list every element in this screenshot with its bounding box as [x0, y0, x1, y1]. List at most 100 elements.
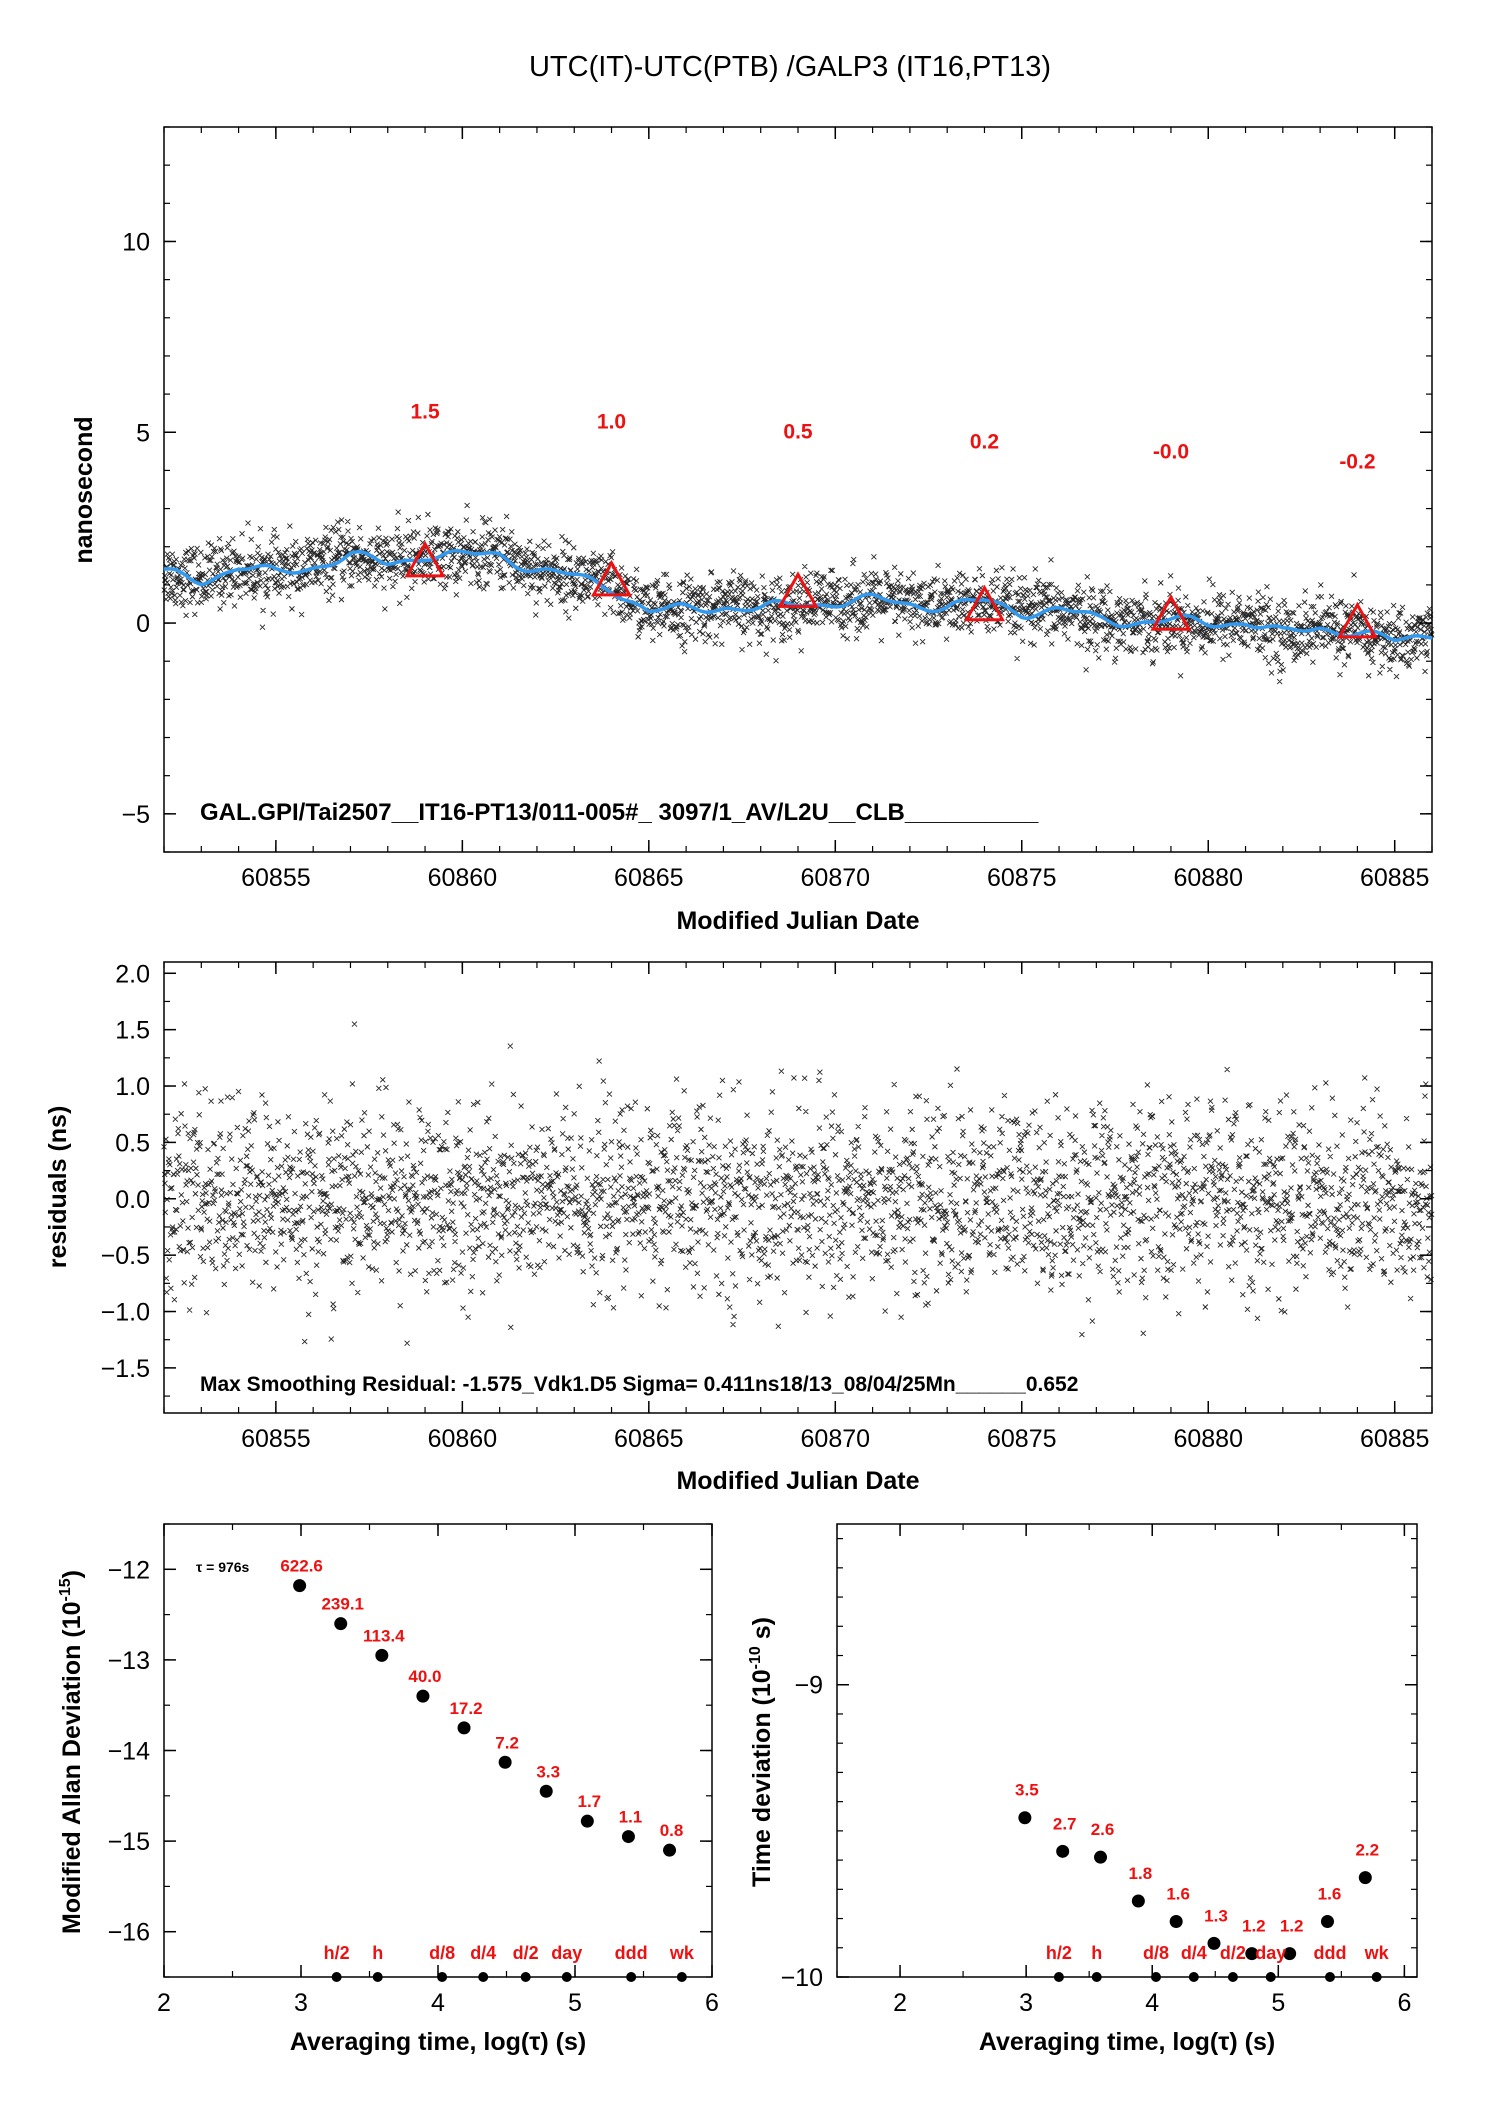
x-tick-label: 60860: [428, 1425, 498, 1453]
stability-point-label: 3.5: [1015, 1781, 1039, 1800]
residuals-plot-frame: [163, 961, 1433, 1414]
interval-marker: [1151, 1972, 1161, 1982]
stability-point-label: 1.2: [1280, 1917, 1304, 1936]
y-tick-label: −13: [108, 1647, 150, 1675]
interval-marker-label: day: [1255, 1943, 1286, 1963]
tdev-plot-frame: [836, 1523, 1418, 1978]
residuals-panel: 60855 60860 60865 60870 60875 60880 60885 −1.5 −…: [44, 960, 1435, 1495]
residuals-y-axis-label: residuals (ns): [44, 1106, 72, 1269]
x-tick-label: 60875: [987, 1425, 1057, 1453]
x-tick-label: 3: [1019, 1989, 1033, 2017]
timeseries-raw-points: [161, 502, 1435, 685]
stability-point-label: 7.2: [495, 1733, 519, 1752]
interval-marker-label: h/2: [324, 1943, 350, 1963]
mdev-y-axis-label-exponent: -15: [57, 1578, 74, 1601]
mdev-plot-frame: [163, 1523, 713, 1978]
stability-point-label: 622.6: [280, 1557, 323, 1576]
stability-point-label: 2.7: [1053, 1814, 1077, 1833]
x-tick-label: 6: [1397, 1989, 1411, 2017]
y-tick-label: −5: [121, 801, 150, 829]
stability-point: [663, 1843, 677, 1857]
mdev-tau-note: τ = 976s: [196, 1559, 250, 1575]
timeseries-marker: [963, 584, 1006, 622]
mdev-ticks: 2 3 4 5 6 −16 −15 −14 −13 −12: [108, 1523, 719, 2017]
tdev-x-axis-label: Averaging time, log(τ) (s): [979, 2028, 1275, 2056]
stability-point: [375, 1648, 389, 1662]
interval-marker: [331, 1972, 342, 1982]
x-tick-label: 4: [1145, 1989, 1159, 2017]
interval-marker: [478, 1972, 489, 1982]
stability-point: [293, 1579, 307, 1593]
timeseries-panel: 1.5 1.0 0.5 0.2 -0.0 -0.2 60855 60860 60865 6087…: [70, 126, 1435, 935]
timeseries-x-axis-label: Modified Julian Date: [676, 907, 919, 935]
stability-point-label: 113.4: [363, 1626, 405, 1645]
y-tick-label: −9: [794, 1672, 823, 1700]
mdev-y-axis-label: Modified Allan Deviation (10-15): [57, 1570, 86, 1934]
residuals-annotation: Max Smoothing Residual: -1.575_Vdk1.D5 S…: [200, 1373, 1078, 1396]
stability-point: [1131, 1894, 1145, 1908]
stability-point-label: 17.2: [449, 1699, 482, 1718]
tdev-y-axis-label-exponent: -10: [747, 1646, 764, 1669]
x-tick-label: 60860: [428, 864, 498, 892]
stability-point: [1320, 1914, 1334, 1928]
interval-marker: [561, 1972, 572, 1982]
interval-marker: [1371, 1972, 1382, 1982]
timeseries-marker-label: 0.5: [783, 421, 813, 444]
tdev-points: 3.5 2.7 2.6 1.8 1.6 1.3 1.2 1.2 1.6 2.2 h/2 h d/8 d/4…: [1015, 1781, 1390, 1982]
x-tick-label: 60880: [1173, 1425, 1243, 1453]
stability-point-label: 0.8: [660, 1821, 684, 1840]
timeseries-ticks: 60855 60860 60865 60870 60875 60880 60885 −5 0 5 1…: [121, 126, 1433, 892]
stability-point-label: 1.6: [1318, 1884, 1342, 1903]
stability-point-label: 1.2: [1242, 1917, 1266, 1936]
interval-marker-label: ddd: [1314, 1943, 1347, 1963]
y-tick-label: 5: [136, 419, 150, 447]
y-tick-label: 0.0: [115, 1186, 150, 1214]
x-tick-label: 60855: [241, 864, 311, 892]
interval-marker-label: d/2: [513, 1943, 539, 1963]
y-tick-label: −0.5: [101, 1242, 150, 1270]
y-tick-label: 10: [122, 228, 150, 256]
timeseries-marker-label: 1.5: [410, 401, 440, 424]
x-tick-label: 60880: [1173, 864, 1243, 892]
stability-point-label: 1.8: [1129, 1864, 1153, 1883]
residuals-crosses: [161, 1021, 1435, 1346]
y-tick-label: −16: [108, 1919, 150, 1947]
y-tick-label: −1.0: [101, 1299, 150, 1327]
stability-point: [539, 1784, 553, 1798]
x-tick-label: 60870: [801, 864, 871, 892]
tdev-panel: 2 3 4 5 6 −10 −9 3.5 2.7 2.6 1.8 1.6 1.3 1.2 1.2 1.6 2.…: [747, 1523, 1418, 2056]
interval-marker: [676, 1972, 687, 1982]
stability-point-label: 239.1: [321, 1595, 364, 1614]
interval-marker-label: wk: [1364, 1943, 1390, 1963]
y-tick-label: −14: [108, 1738, 151, 1766]
interval-marker-label: d/4: [1181, 1943, 1207, 1963]
stability-point: [1094, 1850, 1108, 1864]
interval-marker: [372, 1972, 383, 1982]
y-tick-label: −15: [108, 1828, 150, 1856]
tdev-y-axis-label-close: s): [748, 1617, 776, 1646]
interval-marker-label: d/8: [429, 1943, 455, 1963]
timeseries-marker-label: 0.2: [970, 431, 999, 454]
x-tick-label: 60855: [241, 1425, 311, 1453]
mdev-y-axis-label-main: Modified Allan Deviation (10: [58, 1602, 86, 1934]
timeseries-marker: [590, 559, 633, 597]
stability-point-label: 2.6: [1091, 1820, 1115, 1839]
x-tick-label: 2: [157, 1989, 171, 2017]
timeseries-marker: [1150, 594, 1192, 631]
page-title: UTC(IT)-UTC(PTB) /GALP3 (IT16,PT13): [529, 51, 1051, 83]
interval-marker: [1091, 1972, 1102, 1982]
mdev-points: 622.6 239.1 113.4 40.0 17.2 7.2 3.3 1.7 1.1 0.8 h/…: [280, 1557, 695, 1982]
y-tick-label: −1.5: [101, 1355, 150, 1383]
timeseries-marker: [404, 540, 446, 578]
x-tick-label: 60870: [801, 1425, 871, 1453]
interval-marker: [1265, 1972, 1276, 1982]
interval-marker-label: h/2: [1046, 1943, 1072, 1963]
stability-point-label: 1.7: [578, 1792, 602, 1811]
stability-point: [1245, 1947, 1259, 1961]
timeseries-marker-label: 1.0: [597, 411, 626, 434]
stability-point: [1358, 1871, 1372, 1885]
interval-marker-label: d/2: [1220, 1943, 1246, 1963]
residuals-ticks: 60855 60860 60865 60870 60875 60880 60885 −1.5 −…: [101, 960, 1433, 1453]
mdev-y-axis-label-close: ): [58, 1570, 86, 1578]
